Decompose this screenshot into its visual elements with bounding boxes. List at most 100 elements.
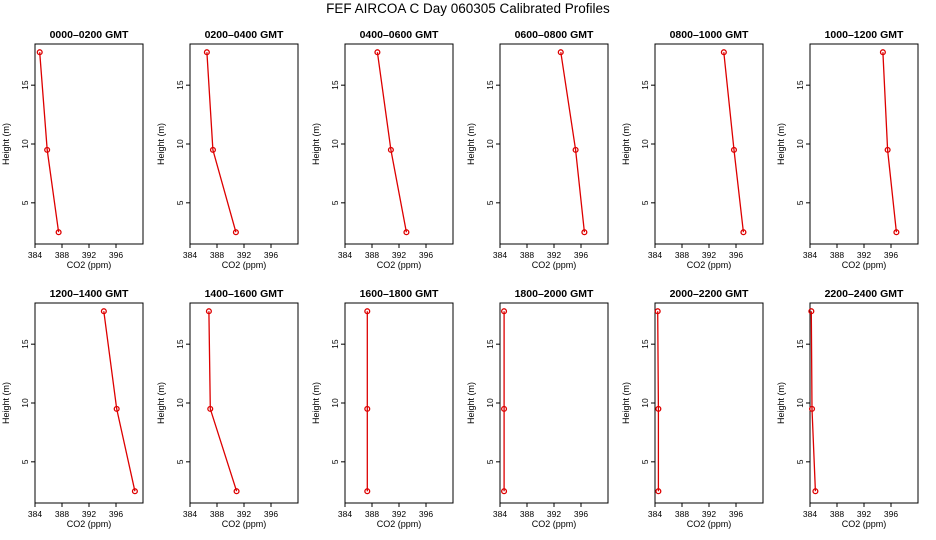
x-tick-label: 388 (520, 250, 534, 260)
x-tick-label: 384 (338, 509, 352, 519)
x-tick-label: 392 (547, 250, 561, 260)
profile-point (113, 405, 120, 412)
x-tick-label: 392 (392, 509, 406, 519)
panel-title: 1800–2000 GMT (515, 288, 594, 300)
profile-line (39, 52, 60, 233)
x-tick-label: 392 (237, 250, 251, 260)
panel-title: 0000–0200 GMT (50, 29, 129, 41)
profile-point (557, 49, 564, 56)
profile-line (810, 311, 817, 492)
profile-point (209, 146, 217, 153)
y-tick-label: 5 (175, 459, 185, 464)
y-tick-label: 10 (175, 139, 185, 149)
profile-point (44, 146, 51, 153)
x-tick-label: 396 (419, 509, 433, 519)
x-tick-label: 392 (237, 509, 251, 519)
plot-frame (809, 302, 919, 504)
plot-frame (499, 302, 609, 504)
y-tick-label: 10 (20, 139, 30, 149)
profile-point (879, 49, 886, 56)
y-tick-label: 15 (330, 80, 340, 90)
x-axis-label: CO2 (ppm) (532, 260, 577, 270)
profile-point (36, 49, 43, 56)
profile-point (232, 229, 239, 236)
x-axis-label: CO2 (ppm) (67, 260, 112, 270)
x-tick-label: 384 (493, 509, 507, 519)
y-axis-label: Height (m) (466, 382, 476, 424)
plot-frame (189, 43, 299, 245)
plot-frame (344, 43, 454, 245)
y-axis-label: Height (m) (1, 123, 11, 165)
x-tick-label: 388 (210, 509, 224, 519)
x-tick-label: 384 (803, 509, 817, 519)
profile-point (100, 308, 107, 315)
profile-point (500, 488, 508, 495)
profile-point (403, 229, 410, 236)
panel-title: 0800–1000 GMT (670, 29, 749, 41)
x-tick-label: 384 (803, 250, 817, 260)
x-tick-label: 384 (648, 509, 662, 519)
x-tick-label: 388 (830, 509, 844, 519)
y-tick-label: 5 (20, 459, 30, 464)
y-tick-label: 5 (795, 200, 805, 205)
profile-point (500, 405, 508, 412)
y-tick-label: 5 (640, 459, 650, 464)
y-tick-label: 10 (640, 398, 650, 408)
profile-point (364, 405, 371, 412)
y-tick-label: 15 (20, 339, 30, 349)
y-tick-label: 5 (485, 200, 495, 205)
profile-line (103, 311, 136, 492)
x-tick-label: 392 (702, 509, 716, 519)
y-tick-label: 15 (795, 80, 805, 90)
y-tick-label: 15 (175, 339, 185, 349)
panel-title: 1400–1600 GMT (205, 288, 284, 300)
panel-title: 1600–1800 GMT (360, 288, 439, 300)
x-tick-label: 392 (82, 509, 96, 519)
y-tick-label: 15 (640, 80, 650, 90)
x-tick-label: 384 (338, 250, 352, 260)
y-tick-label: 10 (485, 139, 495, 149)
profile-point (812, 488, 819, 495)
profile-line (208, 311, 238, 492)
x-tick-label: 388 (520, 509, 534, 519)
plot-frame (344, 302, 454, 504)
x-axis-label: CO2 (ppm) (222, 260, 267, 270)
profile-line (560, 52, 586, 233)
x-axis-label: CO2 (ppm) (377, 260, 422, 270)
plot-frame (654, 302, 764, 504)
profile-point (364, 308, 371, 315)
y-axis-label: Height (m) (156, 382, 166, 424)
y-tick-label: 5 (330, 200, 340, 205)
x-tick-label: 396 (264, 509, 278, 519)
x-tick-label: 384 (493, 250, 507, 260)
y-axis-label: Height (m) (311, 382, 321, 424)
x-axis-label: CO2 (ppm) (222, 519, 267, 529)
profile-point (131, 488, 138, 495)
y-tick-label: 15 (795, 339, 805, 349)
y-tick-label: 10 (175, 398, 185, 408)
profile-point (740, 229, 747, 236)
plot-frame (34, 302, 144, 504)
x-tick-label: 388 (55, 509, 69, 519)
profile-point (655, 405, 662, 412)
y-tick-label: 10 (20, 398, 30, 408)
x-axis-label: CO2 (ppm) (687, 519, 732, 529)
x-axis-label: CO2 (ppm) (532, 519, 577, 529)
profile-line (723, 52, 745, 233)
y-axis-label: Height (m) (156, 123, 166, 165)
x-axis-label: CO2 (ppm) (377, 519, 422, 529)
profile-line (206, 52, 237, 233)
x-tick-label: 396 (884, 250, 898, 260)
y-tick-label: 5 (330, 459, 340, 464)
profile-line (882, 52, 898, 233)
figure-title: FEF AIRCOA C Day 060305 Calibrated Profi… (326, 1, 610, 16)
y-tick-label: 5 (640, 200, 650, 205)
y-tick-label: 15 (175, 80, 185, 90)
x-tick-label: 384 (648, 250, 662, 260)
profile-point (205, 308, 212, 315)
y-tick-label: 5 (20, 200, 30, 205)
profile-point (581, 229, 588, 236)
y-tick-label: 10 (485, 398, 495, 408)
y-tick-label: 15 (20, 80, 30, 90)
